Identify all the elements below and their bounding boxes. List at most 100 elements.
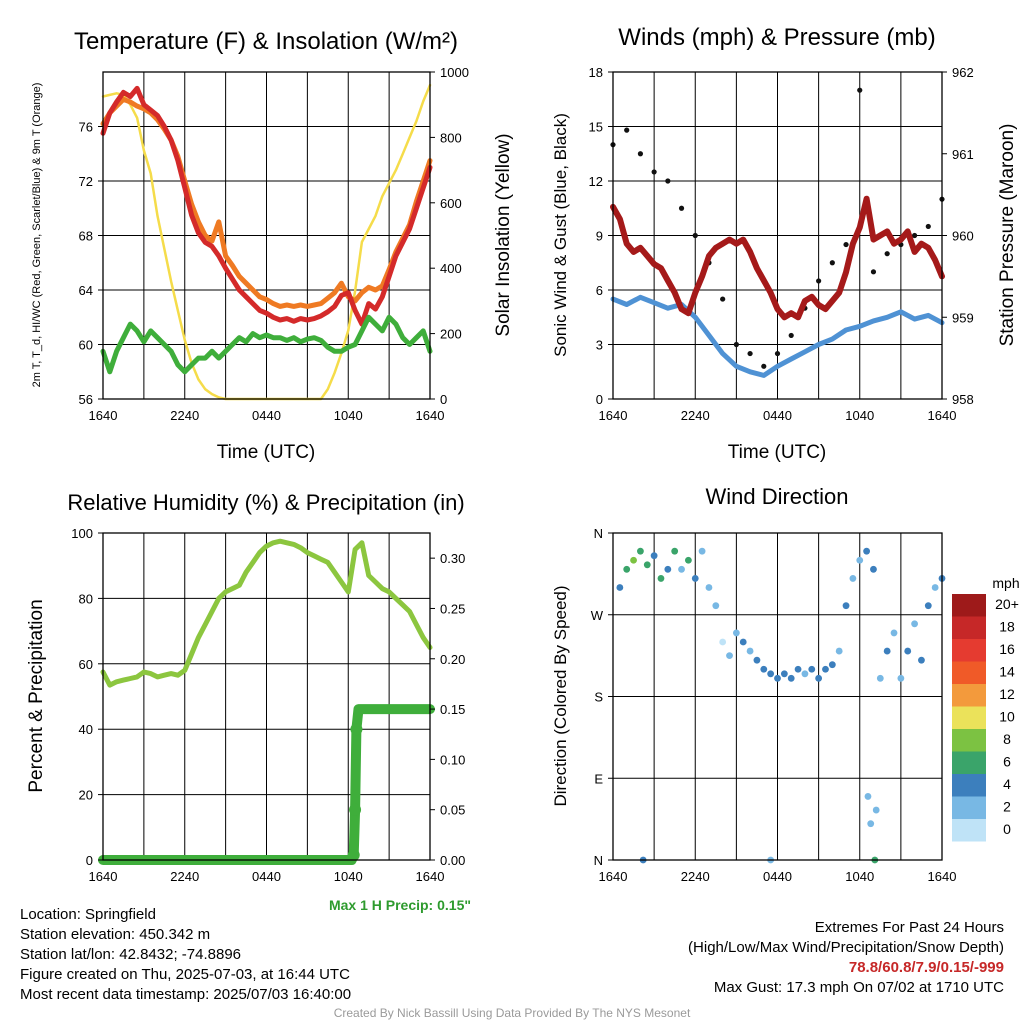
direction-point bbox=[787, 674, 795, 682]
direction-point bbox=[650, 552, 658, 560]
direction-point bbox=[671, 547, 679, 555]
y2-tick-label: 1000 bbox=[440, 65, 469, 80]
x-tick-label: 0440 bbox=[252, 869, 281, 884]
speed-legend-label: 2 bbox=[1003, 799, 1011, 815]
direction-point bbox=[931, 584, 939, 591]
humidity-ticks: 1640 2240 0440 1040 16400204060801000.000.05… bbox=[71, 526, 465, 884]
x-tick-label: 2240 bbox=[170, 408, 199, 423]
credit-line: Created By Nick Bassill Using Data Provi… bbox=[333, 1006, 691, 1020]
y-tick-label: 56 bbox=[79, 392, 93, 407]
direction-point bbox=[657, 575, 665, 582]
y2-tick-label: 0.25 bbox=[440, 601, 465, 616]
gust-point bbox=[761, 363, 767, 369]
direction-point bbox=[643, 561, 651, 569]
y-tick-label: 12 bbox=[589, 174, 603, 189]
humidity-line bbox=[100, 538, 433, 688]
humidity-panel: Relative Humidity (%) & Precipitation (i… bbox=[26, 490, 465, 884]
direction-point bbox=[904, 647, 912, 655]
y2-tick-label: 400 bbox=[440, 261, 462, 276]
direction-point bbox=[726, 652, 733, 660]
gust-point bbox=[911, 232, 918, 239]
speed-legend-swatch bbox=[952, 819, 986, 842]
y-tick-label: 0 bbox=[596, 392, 603, 407]
direction-point bbox=[870, 565, 877, 573]
humidity-title: Relative Humidity (%) & Precipitation (i… bbox=[67, 490, 464, 515]
gust-point bbox=[884, 251, 890, 257]
wind-direction-y-label: Direction (Colored By Speed) bbox=[551, 585, 570, 806]
y-tick-label: 18 bbox=[589, 65, 603, 80]
winds-series bbox=[610, 87, 945, 378]
x-tick-label: 1640 bbox=[928, 869, 957, 884]
x-tick-label: 1640 bbox=[599, 408, 628, 423]
y2-tick-label: 0.20 bbox=[440, 652, 465, 667]
x-tick-label: 1640 bbox=[416, 869, 445, 884]
gust-point bbox=[624, 127, 630, 133]
y-tick-label: 80 bbox=[79, 591, 93, 606]
direction-point bbox=[780, 670, 788, 678]
x-tick-label: 2240 bbox=[170, 869, 199, 884]
y2-tick-label: 0.10 bbox=[440, 752, 465, 767]
y-tick-label: N bbox=[594, 526, 603, 541]
x-tick-label: 1040 bbox=[845, 408, 874, 423]
temp-2m-line bbox=[100, 85, 433, 327]
speed-legend-label: 8 bbox=[1003, 731, 1011, 747]
direction-point bbox=[684, 556, 692, 564]
temperature-grid bbox=[103, 72, 430, 399]
y-tick-label: 6 bbox=[596, 283, 603, 298]
direction-point bbox=[794, 665, 802, 673]
gust-point bbox=[843, 241, 849, 248]
speed-legend-swatch bbox=[952, 639, 986, 662]
y-tick-label: W bbox=[591, 608, 604, 623]
y2-tick-label: 800 bbox=[440, 130, 462, 145]
speed-legend-swatch bbox=[952, 706, 986, 729]
direction-point bbox=[856, 556, 864, 564]
direction-point bbox=[808, 665, 816, 673]
direction-point bbox=[911, 620, 918, 628]
y-tick-label: 9 bbox=[596, 229, 603, 244]
gust-point bbox=[747, 350, 753, 357]
speed-legend-swatch bbox=[952, 774, 986, 797]
wind-direction-title: Wind Direction bbox=[705, 484, 848, 509]
gust-point bbox=[637, 151, 644, 157]
direction-point bbox=[739, 638, 747, 646]
max-gust: Max Gust: 17.3 mph On 07/02 at 1710 UTC bbox=[713, 979, 1004, 996]
speed-legend-swatch bbox=[952, 796, 986, 819]
direction-point bbox=[767, 670, 775, 678]
dewpoint-line bbox=[100, 314, 433, 375]
gust-point bbox=[870, 269, 877, 275]
y2-tick-label: 960 bbox=[952, 229, 974, 244]
direction-point bbox=[678, 565, 685, 573]
speed-legend-label: 16 bbox=[999, 641, 1015, 657]
speed-legend-label: 14 bbox=[999, 664, 1015, 680]
direction-point bbox=[801, 670, 809, 678]
humidity-grid bbox=[103, 533, 430, 860]
speed-legend-swatch bbox=[952, 594, 986, 617]
direction-point bbox=[815, 674, 823, 682]
gust-point bbox=[678, 205, 685, 211]
direction-point bbox=[760, 665, 768, 673]
direction-point bbox=[872, 806, 880, 814]
speed-legend-swatch bbox=[952, 684, 986, 707]
direction-point bbox=[890, 629, 898, 637]
winds-x-label: Time (UTC) bbox=[728, 442, 827, 463]
wind-speed-line bbox=[610, 294, 945, 378]
y-tick-label: N bbox=[594, 853, 603, 868]
y-tick-label: 15 bbox=[589, 120, 603, 135]
direction-point bbox=[753, 656, 761, 664]
gust-point bbox=[692, 232, 698, 239]
x-tick-label: 1640 bbox=[89, 869, 118, 884]
y2-tick-label: 961 bbox=[952, 147, 974, 162]
direction-point bbox=[746, 647, 754, 655]
x-tick-label: 1640 bbox=[416, 408, 445, 423]
direction-point bbox=[774, 674, 781, 682]
direction-point bbox=[705, 584, 713, 591]
humidity-y-label: Percent & Precipitation bbox=[26, 599, 47, 792]
winds-y-label: Sonic Wind & Gust (Blue, Black) bbox=[551, 113, 570, 357]
direction-point bbox=[732, 629, 740, 637]
x-tick-label: 0440 bbox=[763, 408, 792, 423]
speed-legend-label: 0 bbox=[1003, 821, 1011, 837]
figure-created: Figure created on Thu, 2025-07-03, at 16… bbox=[20, 966, 350, 983]
direction-point bbox=[883, 647, 891, 655]
speed-legend-label: 6 bbox=[1003, 754, 1011, 770]
